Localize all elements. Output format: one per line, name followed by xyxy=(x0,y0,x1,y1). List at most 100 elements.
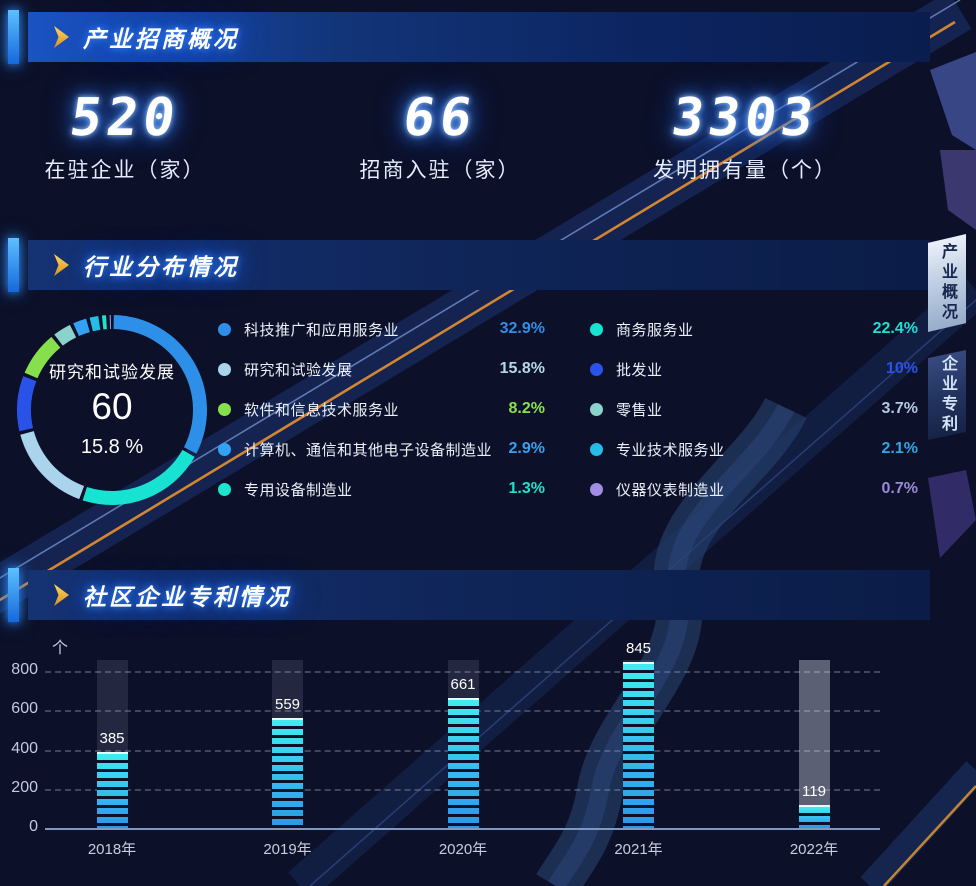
legend-item[interactable]: 专用设备制造业 1.3% xyxy=(218,469,545,509)
bar-value-label: 559 xyxy=(274,696,301,713)
donut-center-name: 研究和试验发展 xyxy=(49,363,175,382)
bar xyxy=(623,662,654,828)
legend-percent: 2.1% xyxy=(881,440,918,457)
bar-value-label: 119 xyxy=(802,783,826,800)
legend-item[interactable]: 仪器仪表制造业 0.7% xyxy=(590,469,918,509)
patents-bar-chart: 个 800 600 400 200 0 385 2018年 559 2019年 661 2020年 8… xyxy=(0,628,976,868)
donut-slice xyxy=(20,431,85,500)
legend-label: 计算机、通信和其他电子设备制造业 xyxy=(244,441,493,459)
legend-percent: 15.8% xyxy=(499,360,545,377)
legend-percent: 22.4% xyxy=(872,320,918,337)
bar-value-label: 661 xyxy=(450,676,476,693)
legend-percent: 0.7% xyxy=(881,480,918,497)
section2-title: 行业分布情况 xyxy=(83,254,239,280)
x-axis-category-label: 2018年 xyxy=(87,841,137,858)
stat-label: 招商入驻（家） xyxy=(359,159,521,182)
legend-label: 软件和信息技术服务业 xyxy=(244,401,400,419)
donut-slice xyxy=(54,324,77,346)
donut-slice xyxy=(73,318,90,337)
legend-item[interactable]: 零售业 3.7% xyxy=(590,389,918,429)
legend-dot-icon xyxy=(218,402,231,416)
side-tab-enterprise-patent[interactable]: 企业专利 xyxy=(928,350,966,440)
donut-slice xyxy=(109,315,111,330)
donut-rings xyxy=(17,315,208,505)
y-tick-label: 600 xyxy=(11,700,38,718)
legend-item[interactable]: 科技推广和应用服务业 32.9% xyxy=(218,309,545,349)
legend-label: 商务服务业 xyxy=(616,321,694,339)
legend-item[interactable]: 商务服务业 22.4% xyxy=(590,309,918,349)
stat-resident-enterprises: 520 在驻企业（家） xyxy=(20,88,230,184)
legend-label: 研究和试验发展 xyxy=(244,361,353,379)
donut-slice xyxy=(101,315,107,330)
legend-percent: 8.2% xyxy=(508,400,545,417)
legend-item[interactable]: 软件和信息技术服务业 8.2% xyxy=(218,389,545,429)
legend-item[interactable]: 研究和试验发展 15.8% xyxy=(218,349,545,389)
legend-label: 专用设备制造业 xyxy=(244,481,353,499)
legend-item[interactable]: 计算机、通信和其他电子设备制造业 2.9% xyxy=(218,429,545,469)
legend-dot-icon xyxy=(218,322,231,336)
legend-percent: 3.7% xyxy=(881,400,918,417)
legend-dot-icon xyxy=(218,362,231,376)
section2-accent-bar xyxy=(8,238,19,292)
donut-slice xyxy=(24,336,61,379)
legend-item[interactable]: 批发业 10% xyxy=(590,349,918,389)
gridline xyxy=(45,671,880,673)
stat-value: 66 xyxy=(399,88,481,148)
legend-dot-icon xyxy=(590,322,603,336)
legend-item[interactable]: 专业技术服务业 2.1% xyxy=(590,429,918,469)
y-tick-label: 200 xyxy=(11,778,38,796)
y-tick-label: 400 xyxy=(11,739,38,757)
stat-value: 3303 xyxy=(668,88,822,148)
legend-label: 专业技术服务业 xyxy=(616,441,725,459)
stat-label: 发明拥有量（个） xyxy=(653,159,837,182)
legend-dot-icon xyxy=(218,442,231,456)
x-axis-category-label: 2020年 xyxy=(438,841,488,858)
bar-track xyxy=(798,660,830,828)
section3-title: 社区企业专利情况 xyxy=(83,584,291,610)
legend-dot-icon xyxy=(590,482,603,496)
section2-header: 行业分布情况 xyxy=(28,240,930,290)
y-tick-label: 0 xyxy=(29,818,38,835)
bar-value-label: 385 xyxy=(99,730,125,747)
legend-label: 零售业 xyxy=(616,401,663,419)
bar xyxy=(447,698,479,828)
bar xyxy=(96,752,128,828)
donut-slice xyxy=(82,449,195,505)
legend-label: 仪器仪表制造业 xyxy=(616,481,725,499)
section3-accent-bar xyxy=(8,568,19,622)
donut-center-value: 60 xyxy=(91,386,133,427)
bar xyxy=(272,718,303,828)
legend-label: 科技推广和应用服务业 xyxy=(244,321,400,339)
legend-percent: 2.9% xyxy=(508,440,545,457)
legend-dot-icon xyxy=(590,402,603,416)
industry-donut-chart: 研究和试验发展 60 15.8 % xyxy=(10,300,214,514)
bar xyxy=(798,805,830,828)
section2-arrow-icon xyxy=(54,254,69,276)
y-tick-label: 800 xyxy=(11,661,38,678)
donut-slice xyxy=(17,376,37,432)
legend-percent: 1.3% xyxy=(508,480,545,497)
donut-slice xyxy=(89,315,101,332)
section1-title: 产业招商概况 xyxy=(83,26,239,52)
legend-percent: 32.9% xyxy=(499,320,545,337)
x-axis-line xyxy=(45,828,880,830)
x-axis-category-label: 2022年 xyxy=(789,841,839,858)
stat-label: 在驻企业（家） xyxy=(44,159,206,182)
section3-header: 社区企业专利情况 xyxy=(28,570,930,620)
donut-center-percent: 15.8 % xyxy=(80,436,144,458)
y-axis-unit-label: 个 xyxy=(51,640,68,657)
industry-legend-left: 科技推广和应用服务业 32.9% 研究和试验发展 15.8% 软件和信息技术服务业 8.2… xyxy=(218,309,545,509)
donut-slice xyxy=(113,315,208,454)
legend-label: 批发业 xyxy=(616,361,663,379)
section1-accent-bar xyxy=(8,10,19,64)
legend-dot-icon xyxy=(590,442,603,456)
section3-arrow-icon xyxy=(54,584,69,606)
legend-dot-icon xyxy=(590,362,603,376)
stat-value: 520 xyxy=(66,88,184,148)
x-axis-category-label: 2019年 xyxy=(263,841,312,858)
industry-legend-right: 商务服务业 22.4% 批发业 10% 零售业 3.7% 专业技术服务业 2.1% 仪器仪表制造… xyxy=(590,309,918,509)
side-tab-industry-overview[interactable]: 产业概况 xyxy=(928,234,966,332)
x-axis-category-label: 2021年 xyxy=(614,841,663,858)
stat-inventions-owned: 3303 发明拥有量（个） xyxy=(630,88,860,184)
